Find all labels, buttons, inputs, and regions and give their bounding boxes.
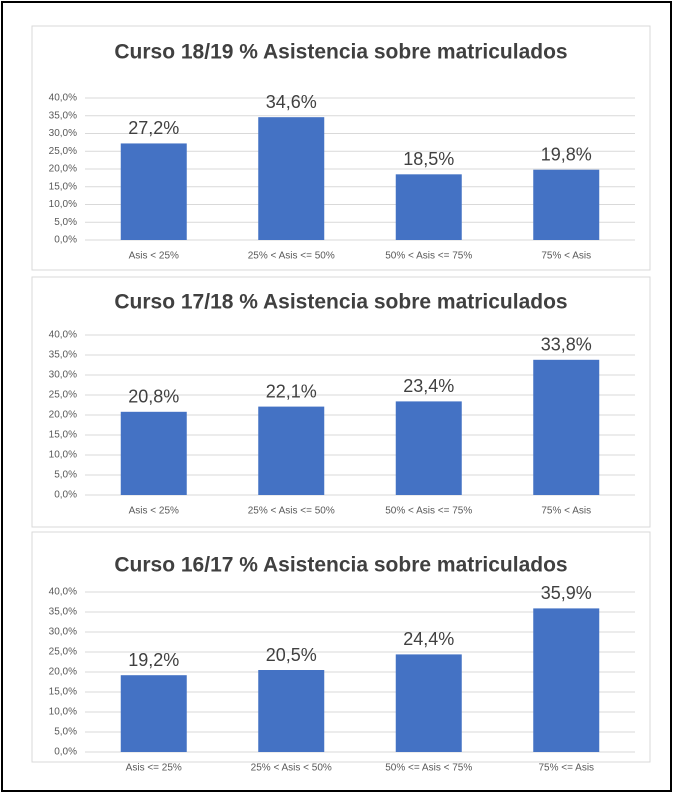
y-tick-label: 0,0%: [54, 490, 77, 501]
y-tick-label: 5,0%: [54, 217, 77, 228]
y-tick-label: 40,0%: [49, 330, 77, 341]
bar: [395, 401, 462, 495]
y-tick-label: 10,0%: [49, 450, 77, 461]
x-tick-label: 25% < Asis <= 50%: [248, 506, 335, 517]
y-tick-label: 0,0%: [54, 747, 77, 758]
bar: [120, 143, 187, 240]
y-tick-label: 10,0%: [49, 707, 77, 718]
y-tick-label: 5,0%: [54, 727, 77, 738]
value-label: 18,5%: [403, 149, 454, 169]
bar: [258, 117, 325, 240]
y-tick-label: 30,0%: [49, 627, 77, 638]
bar: [120, 411, 187, 495]
bar: [395, 174, 462, 240]
x-tick-label: 50% < Asis <= 75%: [385, 251, 472, 262]
bar: [120, 675, 187, 752]
y-tick-label: 0,0%: [54, 235, 77, 246]
value-label: 20,5%: [266, 645, 317, 665]
y-tick-label: 5,0%: [54, 470, 77, 481]
y-tick-label: 20,0%: [49, 410, 77, 421]
x-tick-label: Asis < 25%: [129, 506, 179, 517]
y-tick-label: 35,0%: [49, 607, 77, 618]
value-label: 20,8%: [128, 387, 179, 407]
y-tick-label: 25,0%: [49, 146, 77, 157]
value-label: 22,1%: [266, 381, 317, 401]
x-tick-label: 50% < Asis <= 75%: [385, 506, 472, 517]
x-tick-label: 25% < Asis < 50%: [251, 763, 332, 774]
x-tick-label: 50% <= Asis < 75%: [385, 763, 472, 774]
x-tick-label: Asis < 25%: [129, 251, 179, 262]
y-tick-label: 25,0%: [49, 647, 77, 658]
value-label: 19,8%: [541, 144, 592, 164]
value-label: 23,4%: [403, 376, 454, 396]
y-tick-label: 40,0%: [49, 587, 77, 598]
y-tick-label: 15,0%: [49, 181, 77, 192]
x-tick-label: 25% < Asis <= 50%: [248, 251, 335, 262]
y-tick-label: 20,0%: [49, 667, 77, 678]
value-label: 33,8%: [541, 335, 592, 355]
y-tick-label: 30,0%: [49, 370, 77, 381]
y-tick-label: 35,0%: [49, 110, 77, 121]
bar: [258, 406, 325, 495]
y-tick-label: 15,0%: [49, 430, 77, 441]
bar: [395, 654, 462, 752]
x-tick-label: 75% < Asis: [541, 506, 591, 517]
bar: [533, 359, 600, 495]
x-tick-label: 75% < Asis: [541, 251, 591, 262]
bar: [258, 670, 325, 752]
bar: [533, 608, 600, 752]
y-tick-label: 40,0%: [49, 93, 77, 104]
value-label: 19,2%: [128, 650, 179, 670]
chart-title: Curso 16/17 % Asistencia sobre matricula…: [114, 554, 567, 577]
value-label: 27,2%: [128, 118, 179, 138]
bar: [533, 169, 600, 240]
chart-title: Curso 17/18 % Asistencia sobre matricula…: [114, 291, 567, 314]
y-tick-label: 25,0%: [49, 390, 77, 401]
x-tick-label: 75% <= Asis: [538, 763, 594, 774]
x-tick-label: Asis <= 25%: [126, 763, 182, 774]
y-tick-label: 10,0%: [49, 199, 77, 210]
y-tick-label: 15,0%: [49, 687, 77, 698]
chart-title: Curso 18/19 % Asistencia sobre matricula…: [114, 41, 567, 64]
value-label: 34,6%: [266, 92, 317, 112]
y-tick-label: 20,0%: [49, 164, 77, 175]
value-label: 35,9%: [541, 583, 592, 603]
y-tick-label: 35,0%: [49, 350, 77, 361]
value-label: 24,4%: [403, 629, 454, 649]
y-tick-label: 30,0%: [49, 128, 77, 139]
